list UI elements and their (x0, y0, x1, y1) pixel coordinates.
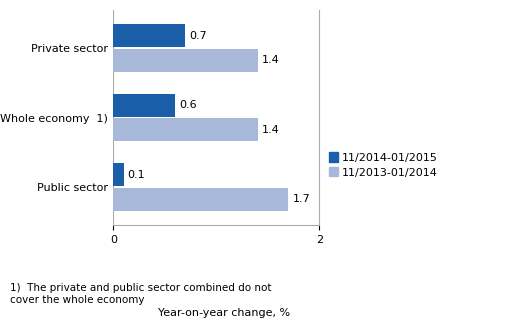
Text: 1)  The private and public sector combined do not
cover the whole economy: 1) The private and public sector combine… (10, 283, 272, 305)
Text: 1.4: 1.4 (262, 125, 279, 135)
Bar (113, 188, 288, 211)
Text: 0.7: 0.7 (190, 31, 207, 41)
Legend: 11/2014-01/2015, 11/2013-01/2014: 11/2014-01/2015, 11/2013-01/2014 (329, 152, 438, 178)
Bar (113, 94, 175, 117)
Bar (113, 49, 258, 71)
Bar (113, 118, 258, 141)
Bar (113, 164, 124, 186)
Text: 0.6: 0.6 (179, 100, 197, 110)
Bar (113, 24, 185, 47)
Text: 0.1: 0.1 (128, 170, 145, 180)
Text: 1.7: 1.7 (293, 194, 310, 204)
Text: Year-on-year change, %: Year-on-year change, % (158, 308, 290, 317)
Text: 1.4: 1.4 (262, 55, 279, 65)
